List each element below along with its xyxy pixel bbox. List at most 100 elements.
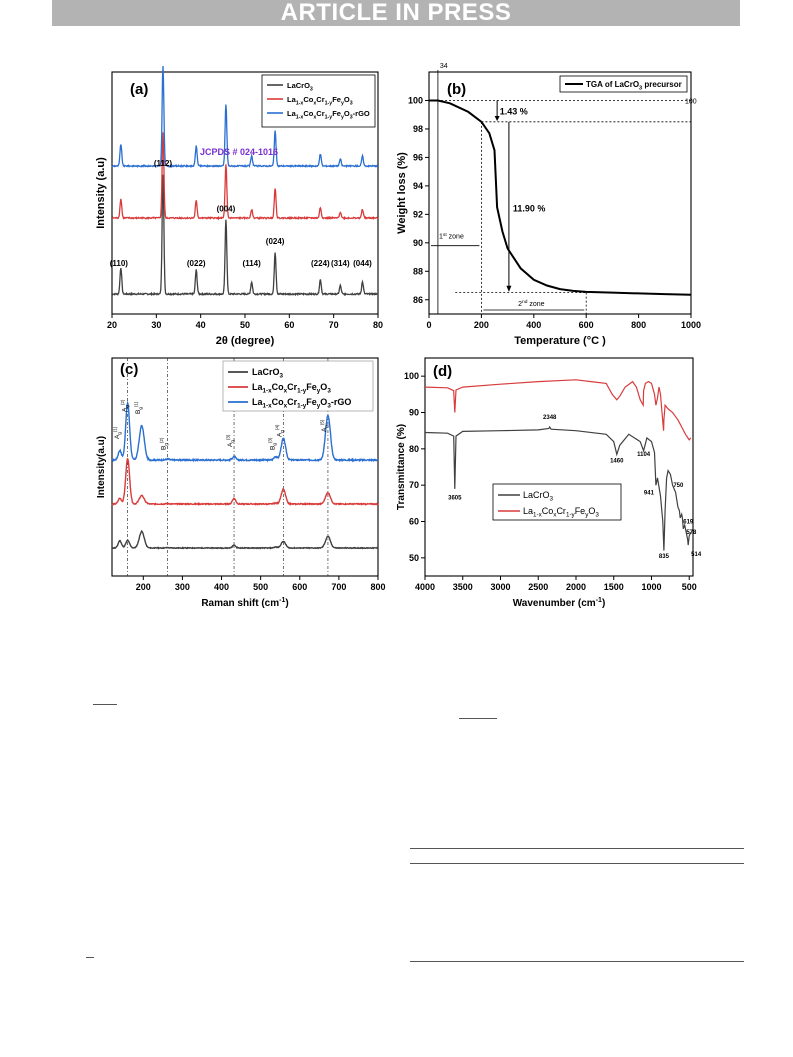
peak-label: 578 <box>686 530 697 536</box>
x-tick-label: 400 <box>214 582 229 592</box>
x-tick-label: 700 <box>331 582 346 592</box>
x-tick-label: 800 <box>631 320 646 330</box>
legend-entry: La1-xCoxCr1-yFeyO3 <box>252 382 331 395</box>
arrow-head <box>494 115 500 122</box>
panel-label: (a) <box>130 81 148 98</box>
raman-mode-label: Ag(3) <box>225 434 235 447</box>
x-tick-label: 30 <box>151 320 161 330</box>
raman-mode-label: Ag(4) <box>275 424 285 437</box>
weight-loss-label: 1.43 % <box>500 107 528 117</box>
initial-weight-label: 100 <box>685 98 697 105</box>
raman-mode-label: Ag(5) <box>319 419 329 432</box>
xrd-chart-panel-a: 20 30 40 50 60 70 80 2θ (degree) Intensity (a.u)… <box>95 65 383 347</box>
peak-label: 750 <box>673 483 684 489</box>
legend-entry: LaCrO3 <box>287 81 313 92</box>
x-tick-label: 500 <box>682 582 697 592</box>
raman-series-line <box>111 457 379 507</box>
x-tick-label: 600 <box>292 582 307 592</box>
y-tick-label: 100 <box>408 95 423 105</box>
jcpds-annotation: JCPDS # 024-1016 <box>200 147 278 157</box>
x-tick-label: 1000 <box>641 582 661 592</box>
raman-mode-label: Bg(1) <box>134 401 144 414</box>
article-in-press-banner: ARTICLE IN PRESS <box>52 0 740 26</box>
table-rule <box>410 863 744 864</box>
miller-index-label: (024) <box>266 237 285 246</box>
table-rule <box>410 848 744 849</box>
x-tick-label: 70 <box>329 320 339 330</box>
legend-entry: La1-xCoxCr1-yFeyO3-rGO <box>252 397 351 410</box>
peak-label: 619 <box>683 519 694 525</box>
panel-label: (b) <box>447 81 466 98</box>
legend-entry: La1-xCoxCr1-yFeyO3 <box>523 506 599 519</box>
y-axis-title: Intensity(a.u) <box>96 436 107 498</box>
peak-label: 941 <box>644 490 655 496</box>
x-tick-label: 20 <box>107 320 117 330</box>
plot-frame <box>424 357 694 577</box>
x-axis-title: Wavenumber (cm-1) <box>513 597 606 609</box>
x-tick-label: 500 <box>253 582 268 592</box>
panel-label: (c) <box>120 361 138 378</box>
miller-index-label: (022) <box>187 259 206 268</box>
x-tick-label: 50 <box>240 320 250 330</box>
panel-label: (d) <box>433 363 452 380</box>
y-axis-title: Weight loss (%) <box>396 152 408 234</box>
miller-index-label: (224) <box>311 259 330 268</box>
xrd-series-line <box>111 132 379 221</box>
y-tick-label: 50 <box>409 553 419 563</box>
raman-mode-label: Ag(2) <box>120 399 130 412</box>
y-tick-label: 98 <box>413 124 423 134</box>
legend-entry: LaCrO3 <box>252 367 284 380</box>
legend-box <box>492 483 622 521</box>
x-tick-label: 4000 <box>415 582 435 592</box>
raman-series-line <box>111 529 379 550</box>
peak-label: 1460 <box>610 459 624 465</box>
miller-index-label: (114) <box>243 259 262 268</box>
legend-box <box>559 75 688 93</box>
raman-mode-label: Bg(2) <box>159 437 169 450</box>
peak-label: 514 <box>691 552 702 558</box>
y-tick-label: 92 <box>413 209 423 219</box>
zone-label: 1st zone <box>439 232 464 241</box>
x-tick-label: 2500 <box>528 582 548 592</box>
raman-chart-panel-c: 200 300 400 500 600 700 800 Raman shift (cm-1) I… <box>96 357 386 609</box>
tga-curve <box>429 99 692 296</box>
y-tick-label: 80 <box>409 444 419 454</box>
peak-label: 2348 <box>543 415 557 421</box>
x-tick-label: 3000 <box>490 582 510 592</box>
legend-entry: La1-xCoxCr1-yFeyO3-rGO <box>287 109 370 120</box>
tga-chart-panel-b: 0 200 400 600 800 1000 86 88 90 92 94 96 98 100 Temper… <box>396 63 701 347</box>
raman-mode-label: Bg(3) <box>268 437 278 450</box>
y-tick-label: 90 <box>413 238 423 248</box>
zone-label: 2nd zone <box>518 299 545 308</box>
y-tick-label: 88 <box>413 266 423 276</box>
ftir-chart-panel-d: 4000 3500 3000 2500 2000 1500 1000 500 50 60 70 80 9… <box>396 357 702 609</box>
y-tick-label: 60 <box>409 517 419 527</box>
y-tick-label: 94 <box>413 181 423 191</box>
x-tick-label: 40 <box>196 320 206 330</box>
peak-label: 1104 <box>637 452 651 458</box>
y-axis-title: Transmittance (%) <box>396 424 407 510</box>
y-tick-label: 96 <box>413 152 423 162</box>
x-tick-label: 2000 <box>566 582 586 592</box>
x-axis-title: 2θ (degree) <box>216 335 275 347</box>
x-tick-label: 600 <box>579 320 594 330</box>
divider-line <box>93 704 117 705</box>
x-tick-label: 300 <box>175 582 190 592</box>
x-tick-label: 1500 <box>604 582 624 592</box>
table-rule <box>410 961 744 962</box>
miller-index-label: (110) <box>110 259 129 268</box>
miller-index-label: (112) <box>154 159 173 168</box>
x-tick-label: 80 <box>373 320 383 330</box>
y-axis-title: Intensity (a.u) <box>95 157 107 229</box>
x-axis-title: Temperature (°C ) <box>514 335 606 347</box>
y-tick-label: 100 <box>404 371 419 381</box>
arrow-head <box>506 285 512 292</box>
raman-series-line <box>111 400 379 463</box>
x-tick-label: 200 <box>474 320 489 330</box>
plot-frame <box>428 71 692 315</box>
miller-index-label: (314) <box>331 259 350 268</box>
peak-label: 835 <box>659 554 670 560</box>
raman-mode-label: Ag(1) <box>112 426 122 439</box>
x-tick-label: 1000 <box>681 320 701 330</box>
x-tick-label: 800 <box>370 582 385 592</box>
